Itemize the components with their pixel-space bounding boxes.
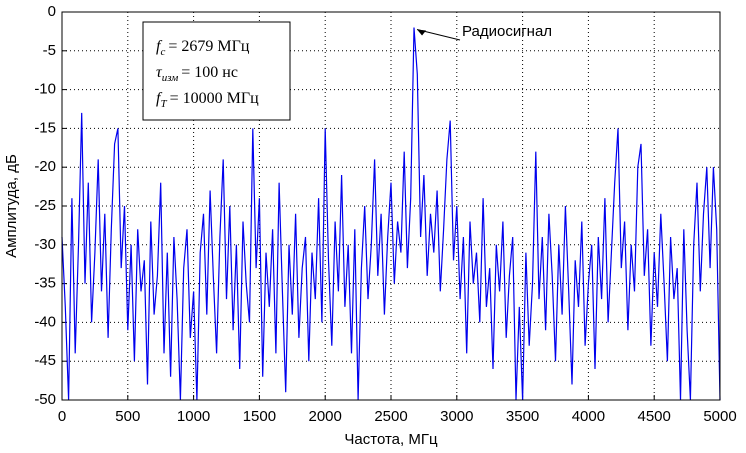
y-tick-label: -5 <box>43 42 56 59</box>
y-axis-label: Амплитуда, дБ <box>3 154 20 258</box>
x-tick-label: 4500 <box>638 408 671 425</box>
spectrum-line <box>61 27 721 401</box>
y-tick-label: -50 <box>34 391 56 408</box>
parameter-line: τизм = 100 нс <box>156 64 238 84</box>
x-tick-label: 2500 <box>374 408 407 425</box>
x-tick-label: 2000 <box>309 408 342 425</box>
plot-frame <box>61 11 721 401</box>
annotation: Радиосигнал <box>462 23 552 40</box>
y-tick-label: 0 <box>48 3 56 20</box>
symbol: f <box>156 90 163 107</box>
parameter-value: = 2679 МГц <box>168 38 250 55</box>
symbol: f <box>156 38 163 55</box>
y-tick-label: -20 <box>34 158 56 175</box>
subscript: c <box>160 46 165 58</box>
y-tick-label: -35 <box>34 275 56 292</box>
parameter-value: = 10000 МГц <box>170 90 260 107</box>
subscript: изм <box>162 72 179 84</box>
parameter-line: fT = 10000 МГц <box>156 90 259 110</box>
y-tick-label: -45 <box>34 352 56 369</box>
y-tick-label: -10 <box>34 81 56 98</box>
y-tick-label: -25 <box>34 197 56 214</box>
x-tick-label: 4000 <box>572 408 605 425</box>
y-tick-label: -30 <box>34 236 56 253</box>
y-tick-label: -15 <box>34 119 56 136</box>
x-tick-label: 5000 <box>703 408 736 425</box>
subscript: T <box>160 98 167 110</box>
box-frame <box>142 21 291 121</box>
x-tick-label: 1500 <box>243 408 276 425</box>
x-tick-label: 1000 <box>177 408 210 425</box>
y-tick-label: -40 <box>34 313 56 330</box>
parameter-value: = 100 нс <box>181 64 238 81</box>
x-tick-label: 3000 <box>440 408 473 425</box>
arrow-head <box>417 29 427 36</box>
x-tick-label: 500 <box>115 408 140 425</box>
parameter-line: fc = 2679 МГц <box>156 38 250 58</box>
x-tick-label: 3500 <box>506 408 539 425</box>
x-axis-label: Частота, МГц <box>344 431 438 448</box>
x-tick-label: 0 <box>58 408 66 425</box>
symbol: τ <box>156 64 163 81</box>
